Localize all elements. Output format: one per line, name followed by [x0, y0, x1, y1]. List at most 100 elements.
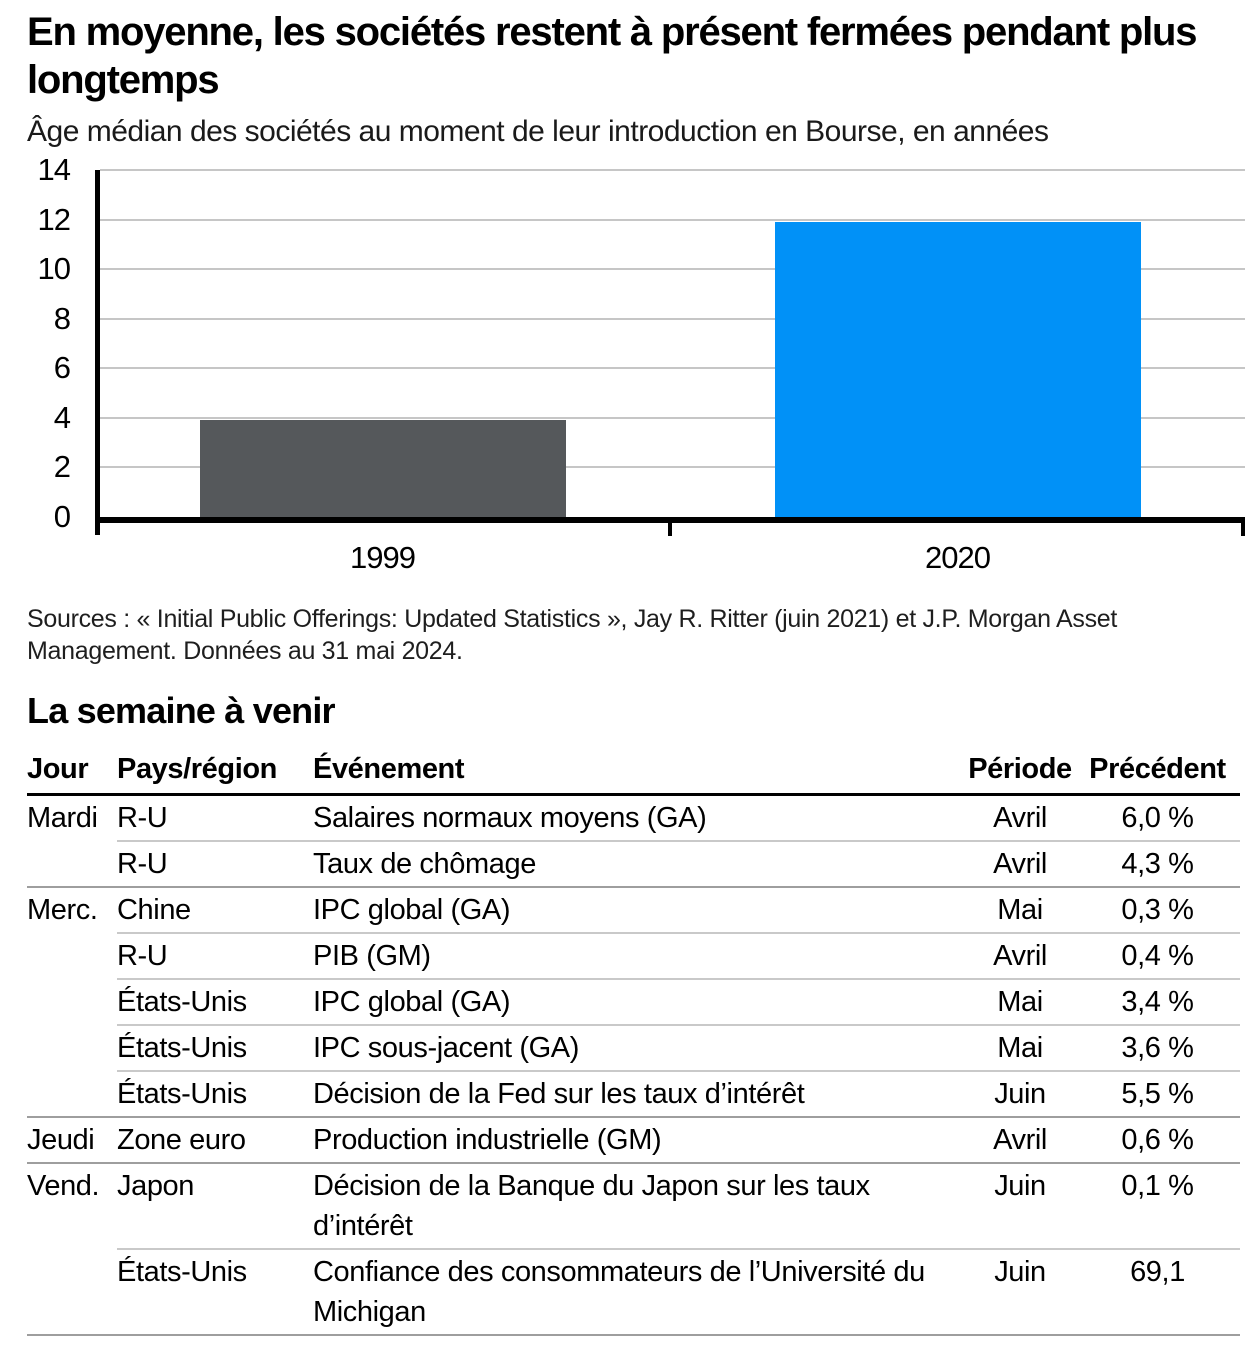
cell-day: Mardi — [27, 802, 98, 834]
cell-period: Avril — [993, 848, 1047, 880]
cell-region: R-U — [117, 848, 168, 880]
y-tick-label: 6 — [53, 350, 71, 386]
cell-previous: 3,6 % — [1121, 1032, 1194, 1064]
cell-period: Mai — [997, 894, 1043, 926]
y-tick-label: 4 — [53, 399, 71, 435]
cell-event: Décision de la Banque du Japon sur les t… — [313, 1170, 870, 1242]
gridline — [100, 169, 1245, 171]
cell-event: Décision de la Fed sur les taux d’intérê… — [313, 1078, 805, 1110]
column-header-day: Jour — [27, 753, 89, 785]
gridline — [100, 268, 1245, 271]
column-header-region: Pays/région — [117, 753, 277, 785]
cell-period: Avril — [993, 1124, 1047, 1156]
cell-day: Merc. — [27, 894, 98, 926]
week-ahead-heading: La semaine à venir — [27, 690, 336, 731]
row-separator-indent — [117, 932, 1240, 934]
bar-chart: 0 2 4 6 8 10 12 14 1999 2020 — [27, 152, 1245, 585]
gridline — [100, 218, 1245, 221]
table-header-row: Jour Pays/région Événement Période Précé… — [27, 749, 1240, 796]
cell-region: Zone euro — [117, 1124, 246, 1156]
cell-previous: 69,1 — [1130, 1256, 1185, 1288]
cell-period: Mai — [997, 986, 1043, 1018]
cell-previous: 3,4 % — [1121, 986, 1194, 1018]
cell-event: Taux de chômage — [313, 848, 536, 880]
cell-region: Japon — [117, 1170, 195, 1202]
cell-previous: 0,4 % — [1121, 940, 1194, 972]
row-separator-indent — [117, 1070, 1240, 1072]
x-axis-tick — [668, 523, 672, 536]
cell-previous: 4,3 % — [1121, 848, 1194, 880]
cell-previous: 6,0 % — [1121, 802, 1194, 834]
table-row: États-Unis IPC sous-jacent (GA) Mai 3,6 % — [27, 1026, 1240, 1070]
cell-period: Avril — [993, 802, 1047, 834]
cell-day: Jeudi — [27, 1124, 95, 1156]
y-tick-label: 10 — [37, 251, 71, 287]
row-separator-full — [27, 1116, 1240, 1118]
table-row: États-Unis Confiance des consommateurs de… — [27, 1250, 1240, 1334]
row-separator-indent — [117, 1024, 1240, 1026]
x-tick-label: 1999 — [350, 540, 416, 575]
table-row: Jeudi Zone euro Production industrielle (G… — [27, 1118, 1240, 1162]
gridline — [100, 416, 1245, 419]
row-separator-indent — [117, 840, 1240, 842]
cell-period: Mai — [997, 1032, 1043, 1064]
y-tick-label: 2 — [53, 449, 71, 485]
gridline — [100, 466, 1245, 469]
y-tick-label: 8 — [53, 300, 71, 336]
cell-region: États-Unis — [117, 986, 247, 1018]
cell-event: Salaires normaux moyens (GA) — [313, 802, 707, 834]
page-title: En moyenne, les sociétés restent à prése… — [27, 10, 1197, 102]
week-ahead-table: Jour Pays/région Événement Période Précé… — [27, 749, 1240, 1336]
table-row: Vend. Japon Décision de la Banque du Japon… — [27, 1164, 1240, 1248]
bar-1999 — [199, 420, 566, 517]
cell-period: Juin — [994, 1078, 1046, 1110]
table-row: États-Unis Décision de la Fed sur les tau… — [27, 1072, 1240, 1116]
cell-previous: 0,3 % — [1121, 894, 1194, 926]
column-header-event: Événement — [313, 753, 465, 785]
cell-period: Juin — [994, 1256, 1046, 1288]
table-row: R-U PIB (GM) Avril 0,4 % — [27, 934, 1240, 978]
cell-period: Juin — [994, 1170, 1046, 1202]
gridline — [100, 317, 1245, 320]
row-separator-indent — [117, 1248, 1240, 1250]
table-row: États-Unis IPC global (GA) Mai 3,4 % — [27, 980, 1240, 1024]
cell-previous: 0,1 % — [1121, 1170, 1194, 1202]
cell-event: IPC sous-jacent (GA) — [313, 1032, 579, 1064]
sources-note: Sources : « Initial Public Offerings: Up… — [27, 605, 1118, 665]
chart-subtitle: Âge médian des sociétés au moment de leu… — [27, 115, 1049, 148]
cell-previous: 5,5 % — [1121, 1078, 1194, 1110]
y-tick-label: 12 — [37, 201, 71, 237]
cell-region: États-Unis — [117, 1256, 247, 1288]
row-separator-indent — [117, 978, 1240, 980]
cell-event: IPC global (GA) — [313, 894, 511, 926]
column-header-period: Période — [968, 753, 1072, 785]
x-tick-label: 2020 — [925, 540, 991, 575]
table-row: Merc. Chine IPC global (GA) Mai 0,3 % — [27, 888, 1240, 932]
table-row: Mardi R-U Salaires normaux moyens (GA) Avri… — [27, 796, 1240, 840]
row-separator-full — [27, 1162, 1240, 1164]
cell-event: Production industrielle (GM) — [313, 1124, 662, 1156]
x-axis-tick — [1241, 523, 1245, 536]
bar-2020 — [774, 222, 1141, 517]
cell-day: Vend. — [27, 1170, 100, 1202]
y-axis — [95, 170, 100, 535]
y-tick-label: 0 — [53, 499, 71, 534]
cell-region: États-Unis — [117, 1078, 247, 1110]
x-axis — [95, 517, 1245, 523]
table-bottom-border — [27, 1334, 1240, 1336]
cell-event: Confiance des consommateurs de l’Univers… — [313, 1256, 925, 1328]
row-separator-full — [27, 886, 1240, 888]
cell-period: Avril — [993, 940, 1047, 972]
cell-event: IPC global (GA) — [313, 986, 511, 1018]
cell-region: R-U — [117, 940, 168, 972]
table-row: R-U Taux de chômage Avril 4,3 % — [27, 842, 1240, 886]
gridline — [100, 367, 1245, 370]
cell-region: États-Unis — [117, 1032, 247, 1064]
cell-region: Chine — [117, 894, 191, 926]
cell-event: PIB (GM) — [313, 940, 431, 972]
y-tick-label: 14 — [37, 152, 71, 187]
cell-region: R-U — [117, 802, 168, 834]
cell-previous: 0,6 % — [1121, 1124, 1194, 1156]
column-header-previous: Précédent — [1089, 753, 1226, 785]
